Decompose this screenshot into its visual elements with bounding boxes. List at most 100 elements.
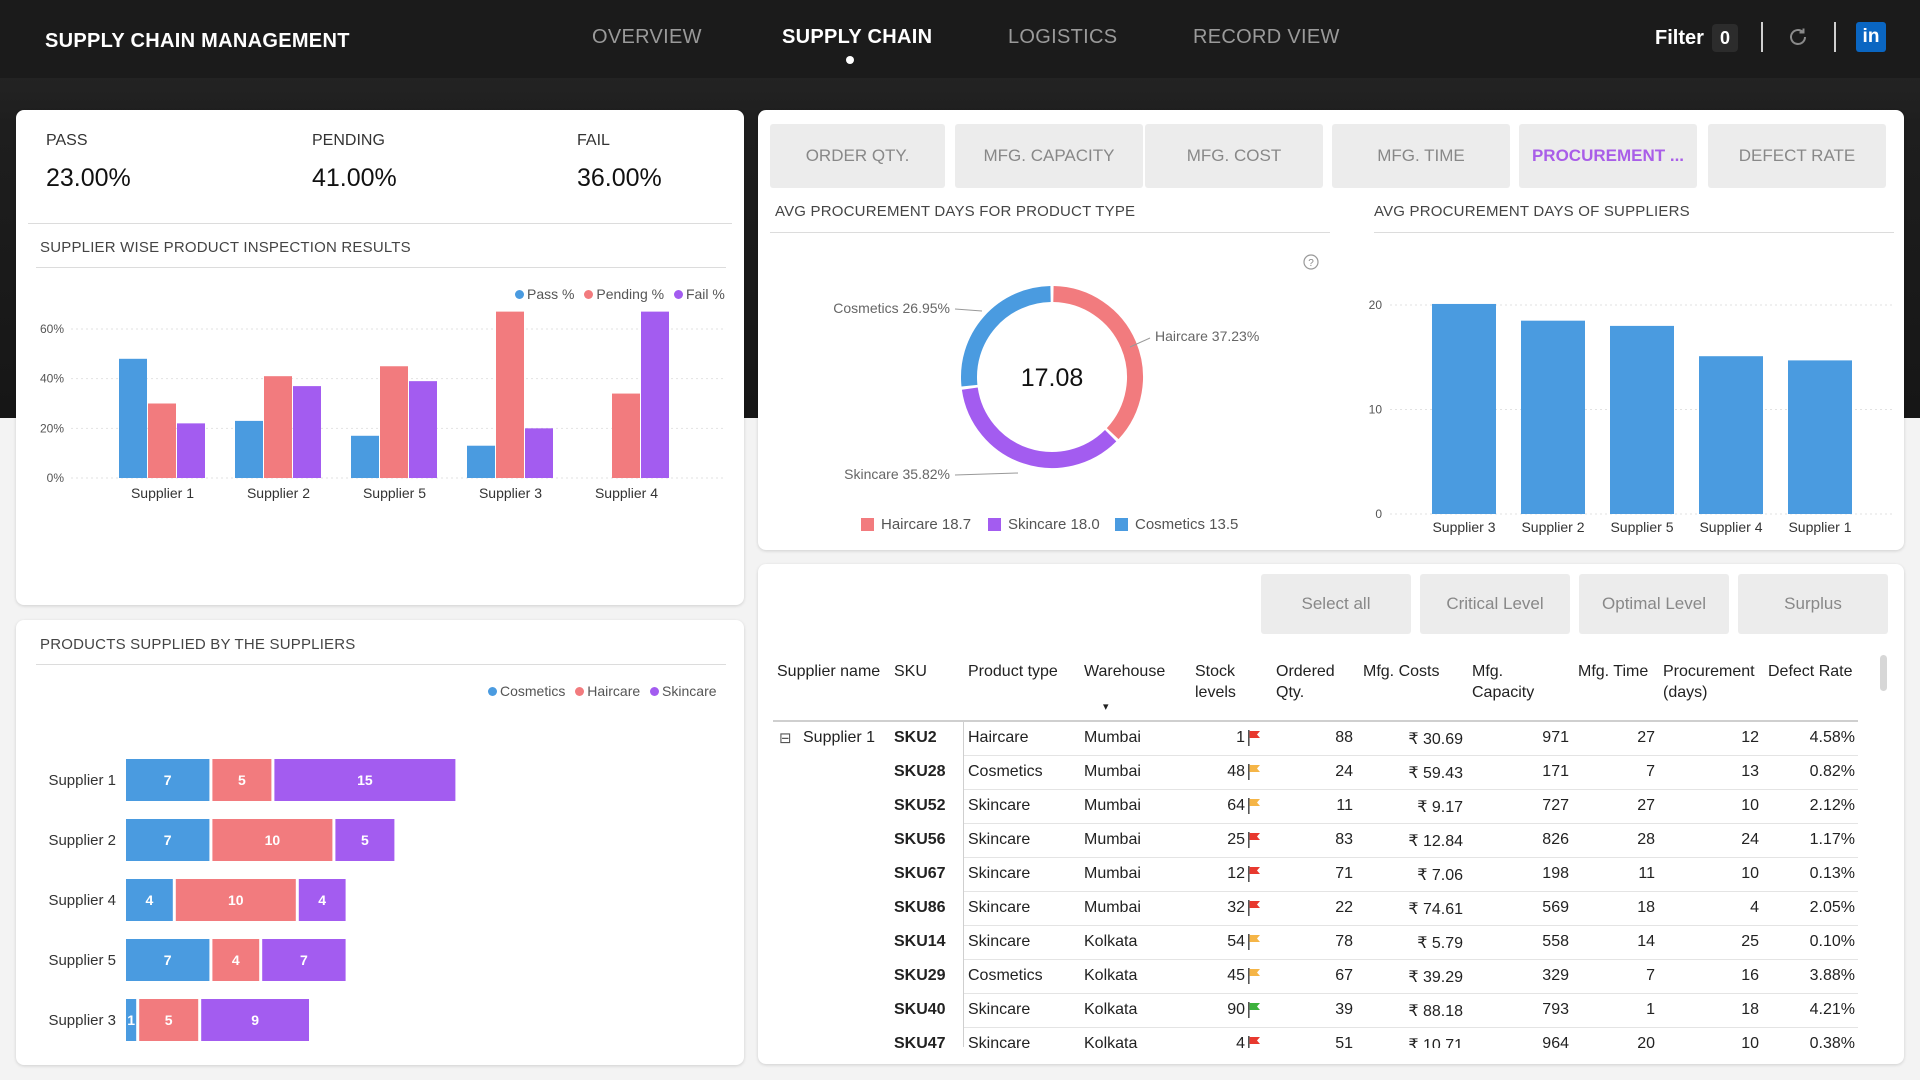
legend-skincare: Skincare bbox=[662, 683, 717, 699]
donut-slice[interactable] bbox=[961, 286, 1051, 387]
col-mfg-capacity[interactable]: Mfg. Capacity bbox=[1472, 663, 1535, 701]
critical-level-button[interactable]: Critical Level bbox=[1420, 574, 1570, 634]
inspection-bar[interactable] bbox=[293, 386, 321, 478]
tab-order-qty[interactable]: ORDER QTY. bbox=[770, 124, 945, 188]
inspection-bar[interactable] bbox=[119, 358, 147, 478]
linkedin-icon[interactable]: in bbox=[1856, 22, 1886, 52]
tab-mfg-time[interactable]: MFG. TIME bbox=[1332, 124, 1510, 188]
inspection-bar[interactable] bbox=[641, 311, 669, 478]
inspection-bar[interactable] bbox=[235, 420, 263, 478]
group-supplier-label: Supplier 1 bbox=[803, 729, 876, 746]
stacked-bar-segment[interactable] bbox=[212, 939, 260, 981]
inspection-card: PASS 23.00% PENDING 41.00% FAIL 36.00% S… bbox=[16, 110, 744, 605]
tab-logistics[interactable]: LOGISTICS bbox=[1008, 26, 1118, 48]
donut-slice[interactable] bbox=[961, 387, 1117, 468]
cell-defect-rate: 1.17% bbox=[1809, 831, 1855, 848]
cell-stock-level: 48 bbox=[1227, 763, 1245, 780]
supplier-bar[interactable] bbox=[1432, 303, 1496, 514]
table-scrollbar[interactable] bbox=[1880, 655, 1887, 691]
col-product-type[interactable]: Product type bbox=[968, 663, 1058, 680]
stacked-bar-segment[interactable] bbox=[126, 819, 210, 861]
filter-count-badge[interactable]: 0 bbox=[1712, 24, 1738, 52]
x-tick-label: Supplier 4 bbox=[595, 485, 658, 501]
tab-supply-chain[interactable]: SUPPLY CHAIN bbox=[782, 26, 933, 48]
help-icon[interactable] bbox=[1303, 254, 1319, 270]
inspection-bar[interactable] bbox=[409, 381, 437, 478]
col-mfg-costs[interactable]: Mfg. Costs bbox=[1363, 663, 1440, 680]
row-divider bbox=[963, 925, 1858, 926]
donut-slice[interactable] bbox=[1053, 286, 1143, 440]
tab-overview[interactable]: OVERVIEW bbox=[592, 26, 702, 48]
col-warehouse[interactable]: Warehouse bbox=[1084, 663, 1166, 680]
stacked-bar-segment[interactable] bbox=[126, 879, 173, 921]
stacked-bar-segment[interactable] bbox=[126, 759, 210, 801]
cell-mfg-time: 14 bbox=[1637, 933, 1655, 950]
inspection-bar[interactable] bbox=[264, 376, 292, 478]
group-column-divider bbox=[963, 722, 964, 1047]
products-supplied-title: PRODUCTS SUPPLIED BY THE SUPPLIERS bbox=[40, 636, 356, 653]
supplier-bar[interactable] bbox=[1699, 356, 1763, 514]
stacked-bar-segment[interactable] bbox=[335, 819, 395, 861]
tab-procurement[interactable]: PROCUREMENT ... bbox=[1519, 124, 1697, 188]
stacked-bar-segment[interactable] bbox=[212, 819, 333, 861]
col-ordered-qty[interactable]: Ordered Qty. bbox=[1276, 663, 1335, 701]
leader-line bbox=[954, 308, 983, 312]
col-procurement-days[interactable]: Procurement (days) bbox=[1663, 663, 1755, 701]
stacked-bar-segment[interactable] bbox=[298, 879, 346, 921]
tab-mfg-cost[interactable]: MFG. COST bbox=[1145, 124, 1323, 188]
divider bbox=[770, 232, 1330, 233]
stacked-bar-segment[interactable] bbox=[126, 939, 210, 981]
surplus-button[interactable]: Surplus bbox=[1738, 574, 1888, 634]
y-tick-label: 10 bbox=[1369, 403, 1383, 417]
collapse-group-icon[interactable]: ⊟ bbox=[779, 730, 792, 747]
inspection-bar[interactable] bbox=[496, 311, 524, 478]
stacked-bar-segment[interactable] bbox=[212, 759, 272, 801]
cell-stock-level: 90 bbox=[1227, 1001, 1245, 1018]
cell-mfg-time: 27 bbox=[1637, 729, 1655, 746]
supplier-bar[interactable] bbox=[1521, 320, 1585, 514]
cell-sku: SKU29 bbox=[894, 967, 946, 984]
cell-mfg-capacity: 793 bbox=[1542, 1001, 1569, 1018]
tab-mfg-capacity[interactable]: MFG. CAPACITY bbox=[955, 124, 1143, 188]
col-sku[interactable]: SKU bbox=[894, 663, 927, 680]
stacked-bar-segment[interactable] bbox=[139, 999, 199, 1041]
donut-legend-item: Skincare 18.0 bbox=[1008, 516, 1100, 533]
stacked-bar-segment[interactable] bbox=[201, 999, 309, 1041]
stacked-bar-segment[interactable] bbox=[175, 879, 296, 921]
cell-stock-level: 12 bbox=[1227, 865, 1245, 882]
refresh-icon[interactable] bbox=[1787, 26, 1809, 48]
inspection-bar[interactable] bbox=[148, 403, 176, 479]
supplier-bar[interactable] bbox=[1788, 360, 1852, 514]
legend-pass: Pass % bbox=[527, 286, 575, 302]
legend-swatch-skincare bbox=[650, 687, 660, 696]
tab-defect-rate[interactable]: DEFECT RATE bbox=[1708, 124, 1886, 188]
stacked-bar-segment[interactable] bbox=[262, 939, 346, 981]
flag-icon bbox=[1248, 900, 1260, 916]
supplier-bar[interactable] bbox=[1610, 325, 1674, 514]
col-defect-rate[interactable]: Defect Rate bbox=[1768, 663, 1853, 680]
inspection-bar[interactable] bbox=[380, 366, 408, 478]
inspection-bar[interactable] bbox=[467, 445, 495, 478]
inspection-bar[interactable] bbox=[177, 423, 205, 478]
x-tick-label: Supplier 1 bbox=[131, 485, 194, 501]
col-stock-levels[interactable]: Stock levels bbox=[1195, 663, 1236, 701]
col-mfg-time[interactable]: Mfg. Time bbox=[1578, 663, 1649, 680]
stacked-bar-segment[interactable] bbox=[274, 759, 456, 801]
inspection-bar[interactable] bbox=[525, 428, 553, 478]
col-supplier-name[interactable]: Supplier name bbox=[777, 663, 881, 680]
tab-record-view[interactable]: RECORD VIEW bbox=[1193, 26, 1340, 48]
inspection-bar[interactable] bbox=[351, 435, 379, 478]
stacked-bar-segment[interactable] bbox=[126, 999, 137, 1041]
table-header-divider bbox=[773, 720, 1858, 722]
select-all-button[interactable]: Select all bbox=[1261, 574, 1411, 634]
cell-mfg-cost: ₹ 12.84 bbox=[1408, 833, 1463, 850]
sort-desc-icon[interactable]: ▾ bbox=[1103, 701, 1109, 713]
optimal-level-button[interactable]: Optimal Level bbox=[1579, 574, 1729, 634]
flag-icon bbox=[1248, 798, 1260, 814]
legend-cosmetics: Cosmetics bbox=[500, 683, 566, 699]
filter-label[interactable]: Filter bbox=[1655, 27, 1704, 49]
inspection-bar[interactable] bbox=[612, 393, 640, 478]
top-bar: SUPPLY CHAIN MANAGEMENT OVERVIEW SUPPLY … bbox=[0, 0, 1920, 78]
cell-defect-rate: 0.13% bbox=[1809, 865, 1855, 882]
